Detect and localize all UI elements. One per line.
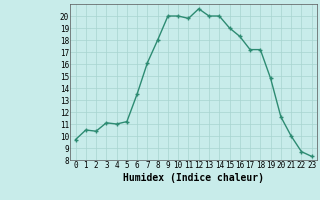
X-axis label: Humidex (Indice chaleur): Humidex (Indice chaleur) (123, 173, 264, 183)
